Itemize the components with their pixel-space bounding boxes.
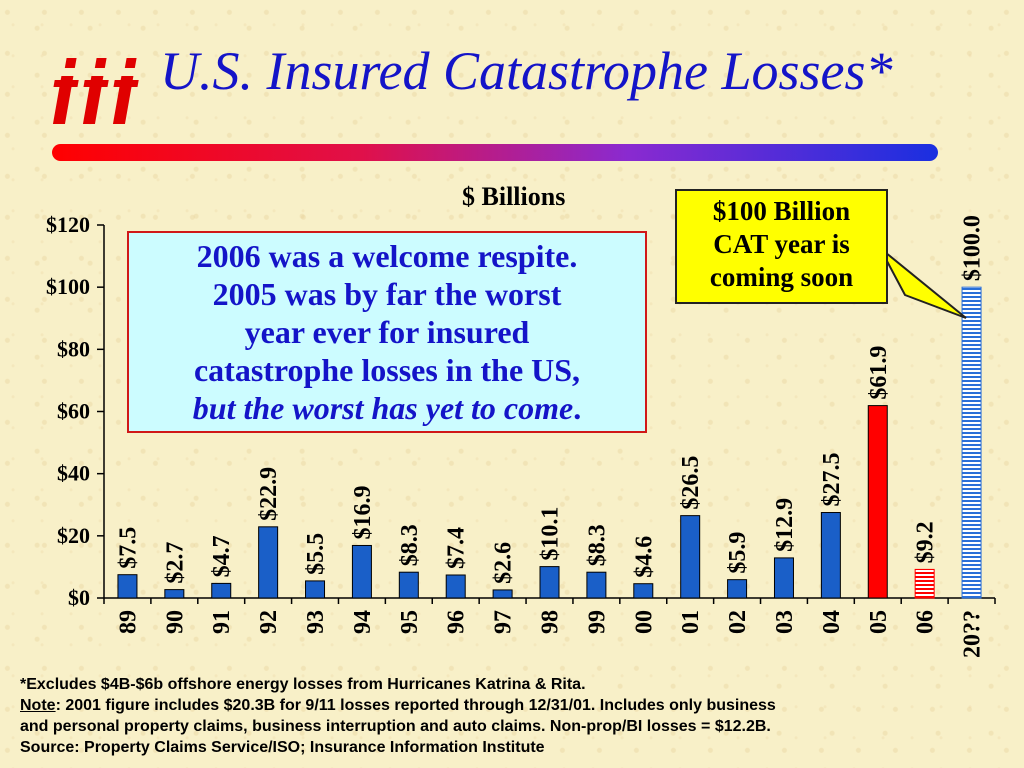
data-label: $22.9	[256, 467, 282, 521]
bar-97	[492, 589, 513, 599]
commentary-box: 2006 was a welcome respite. 2005 was by …	[127, 231, 647, 433]
bar-01	[680, 515, 701, 599]
bar-96	[445, 574, 466, 599]
x-tick-label: 96	[444, 610, 470, 634]
callout-pointer	[879, 247, 967, 319]
bar-04	[820, 512, 841, 599]
commentary-line-2: 2005 was by far the worst	[212, 276, 562, 312]
footnote-note: Note: 2001 figure includes $20.3B for 9/…	[20, 695, 1020, 716]
callout-line-1: $100 Billion	[712, 196, 851, 226]
footnote-note-cont: and personal property claims, business i…	[20, 718, 771, 735]
data-label: $5.5	[303, 533, 329, 575]
x-tick-label: 98	[538, 610, 564, 634]
page-title: U.S. Insured Catastrophe Losses*	[160, 41, 893, 101]
data-label: $5.9	[725, 532, 751, 574]
bar-92	[258, 526, 279, 599]
y-tick-label: $60	[57, 399, 90, 424]
x-tick-label: 04	[819, 610, 845, 634]
data-label: $10.1	[538, 507, 564, 561]
note-label: Note	[20, 697, 56, 714]
data-label: $7.5	[115, 527, 141, 569]
y-tick-label: $0	[68, 585, 90, 610]
iii-logo	[52, 58, 139, 124]
y-tick-label: $120	[46, 212, 90, 237]
commentary-end-punct: .	[573, 390, 582, 426]
bar-91	[211, 582, 232, 599]
bar-06	[914, 568, 935, 599]
data-label: $26.5	[678, 456, 704, 510]
x-tick-label: 20??	[960, 610, 986, 658]
callout-line-2: CAT year is	[713, 229, 850, 259]
commentary-line-3: year ever for insured	[244, 314, 530, 350]
footnotes: *Excludes $4B-$6b offshore energy losses…	[20, 674, 1020, 758]
note-text: : 2001 figure includes $20.3B for 9/11 l…	[55, 697, 776, 714]
bar-03	[773, 557, 794, 599]
data-label: $2.7	[162, 542, 188, 584]
data-label: $27.5	[819, 453, 845, 507]
x-tick-label: 01	[678, 610, 704, 634]
x-tick-label: 95	[397, 610, 423, 634]
commentary-italic-line: but the worst has yet to come	[192, 390, 574, 426]
bar-99	[586, 571, 607, 599]
bar-05	[867, 405, 888, 599]
x-tick-label: 99	[584, 610, 610, 634]
bar-93	[305, 580, 326, 599]
bar-00	[633, 583, 654, 599]
bar-94	[351, 544, 372, 599]
data-label: $100.0	[960, 215, 986, 281]
bar-02	[727, 579, 748, 599]
bar-90	[164, 589, 185, 599]
bar-95	[398, 571, 419, 599]
x-tick-label: 93	[303, 610, 329, 634]
data-label: $2.6	[491, 542, 517, 584]
y-tick-label: $80	[57, 336, 90, 361]
bar-89	[117, 574, 138, 599]
x-tick-label: 06	[913, 610, 939, 634]
x-tick-label: 91	[209, 610, 235, 634]
x-tick-label: 00	[631, 610, 657, 634]
data-label: $8.3	[397, 524, 423, 566]
data-label: $4.6	[631, 536, 657, 578]
data-label: $7.4	[444, 527, 470, 569]
y-tick-label: $40	[57, 461, 90, 486]
x-tick-label: 03	[772, 610, 798, 634]
callout-box: $100 Billion CAT year is coming soon	[675, 189, 888, 304]
footnote-source: Source: Property Claims Service/ISO; Ins…	[20, 739, 545, 756]
x-tick-label: 05	[866, 610, 892, 634]
x-tick-label: 97	[491, 610, 517, 634]
units-label: $ Billions	[462, 182, 566, 211]
bar-98	[539, 566, 560, 599]
data-label: $8.3	[584, 524, 610, 566]
x-tick-label: 90	[162, 610, 188, 634]
data-label: $16.9	[350, 485, 376, 539]
x-tick-label: 94	[350, 610, 376, 634]
y-tick-label: $20	[57, 523, 90, 548]
x-tick-label: 02	[725, 610, 751, 634]
commentary-line-1: 2006 was a welcome respite.	[196, 238, 578, 274]
data-label: $4.7	[209, 535, 235, 577]
commentary-line-4: catastrophe losses in the US,	[193, 352, 581, 388]
x-tick-label: 92	[256, 610, 282, 634]
x-tick-label: 89	[115, 610, 141, 634]
data-label: $9.2	[913, 521, 939, 563]
callout-line-3: coming soon	[709, 262, 854, 292]
data-label: $12.9	[772, 498, 798, 552]
footnote-exclusions: *Excludes $4B-$6b offshore energy losses…	[20, 676, 586, 693]
y-tick-label: $100	[46, 274, 90, 299]
title-underline-bar	[52, 144, 938, 161]
data-label: $61.9	[866, 346, 892, 400]
bar-20qq	[961, 286, 982, 599]
